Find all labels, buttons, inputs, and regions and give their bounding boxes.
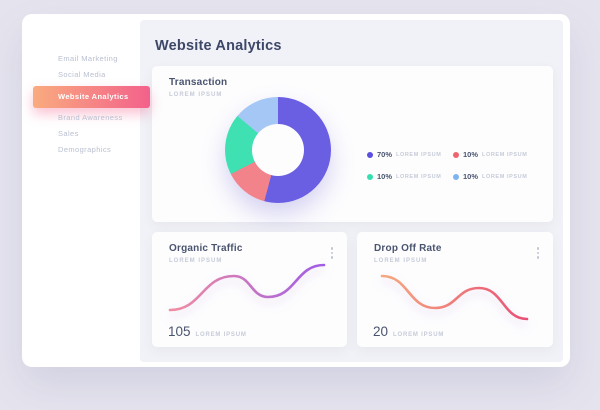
legend-value: 10%: [463, 172, 479, 181]
organic-traffic-value-label: LOREM IPSUM: [195, 332, 247, 338]
organic-traffic-subtitle: LOREM IPSUM: [169, 258, 223, 264]
legend-dot-icon: [367, 151, 373, 158]
legend-entry: 70% LOREM IPSUM: [367, 150, 453, 159]
legend-dot-icon: [367, 173, 373, 180]
organic-traffic-metric: 105 LOREM IPSUM: [168, 324, 247, 339]
drop-off-rate-line-chart: [380, 274, 529, 321]
sidebar-item-sales[interactable]: Sales: [58, 129, 79, 138]
more-options-icon[interactable]: [535, 245, 542, 261]
sidebar-item-website-analytics[interactable]: Website Analytics: [33, 86, 150, 108]
legend-entry: 10% LOREM IPSUM: [453, 150, 539, 159]
drop-off-rate-metric: 20 LOREM IPSUM: [373, 324, 444, 339]
legend-label: LOREM IPSUM: [396, 173, 442, 180]
legend-label: LOREM IPSUM: [396, 151, 442, 158]
organic-traffic-value: 105: [168, 324, 191, 339]
legend-dot-icon: [453, 151, 459, 158]
legend-value: 70%: [377, 150, 393, 159]
drop-off-rate-subtitle: LOREM IPSUM: [374, 258, 428, 264]
drop-off-rate-title: Drop Off Rate: [374, 243, 442, 254]
legend-entry: 10% LOREM IPSUM: [453, 172, 539, 181]
organic-traffic-title: Organic Traffic: [169, 243, 243, 254]
legend-label: LOREM IPSUM: [482, 173, 528, 180]
drop-off-rate-value: 20: [373, 324, 389, 339]
transaction-card: Transaction LOREM IPSUM 70% LOREM IPSUM 10…: [152, 66, 553, 222]
legend-dot-icon: [453, 173, 459, 180]
sidebar-item-brand-awareness[interactable]: Brand Awareness: [58, 113, 123, 122]
more-options-icon[interactable]: [329, 245, 336, 261]
legend-value: 10%: [377, 172, 393, 181]
legend-label: LOREM IPSUM: [482, 151, 528, 158]
organic-traffic-card: Organic Traffic LOREM IPSUM 105 LOREM IP…: [152, 232, 347, 347]
donut-chart-hole: [252, 124, 304, 176]
sidebar-nav: Email Marketing Social Media Website Analy…: [22, 14, 150, 367]
drop-off-rate-card: Drop Off Rate LOREM IPSUM 20 LOREM IPSUM: [357, 232, 553, 347]
organic-traffic-line-chart: [168, 263, 326, 312]
transaction-card-title: Transaction: [169, 77, 228, 88]
sidebar-item-demographics[interactable]: Demographics: [58, 145, 112, 154]
drop-off-rate-value-label: LOREM IPSUM: [393, 332, 445, 338]
sidebar-item-email-marketing[interactable]: Email Marketing: [58, 54, 118, 63]
legend-entry: 10% LOREM IPSUM: [367, 172, 453, 181]
page-title: Website Analytics: [155, 38, 282, 54]
main-panel: Website Analytics Transaction LOREM IPSU…: [140, 20, 563, 362]
donut-chart: [225, 97, 331, 203]
sidebar-item-social-media[interactable]: Social Media: [58, 70, 106, 79]
transaction-card-subtitle: LOREM IPSUM: [169, 92, 223, 98]
app-window: Email Marketing Social Media Website Analy…: [22, 14, 570, 367]
legend-value: 10%: [463, 150, 479, 159]
donut-legend: 70% LOREM IPSUM 10% LOREM IPSUM 10% LOREM IPS…: [367, 150, 539, 181]
